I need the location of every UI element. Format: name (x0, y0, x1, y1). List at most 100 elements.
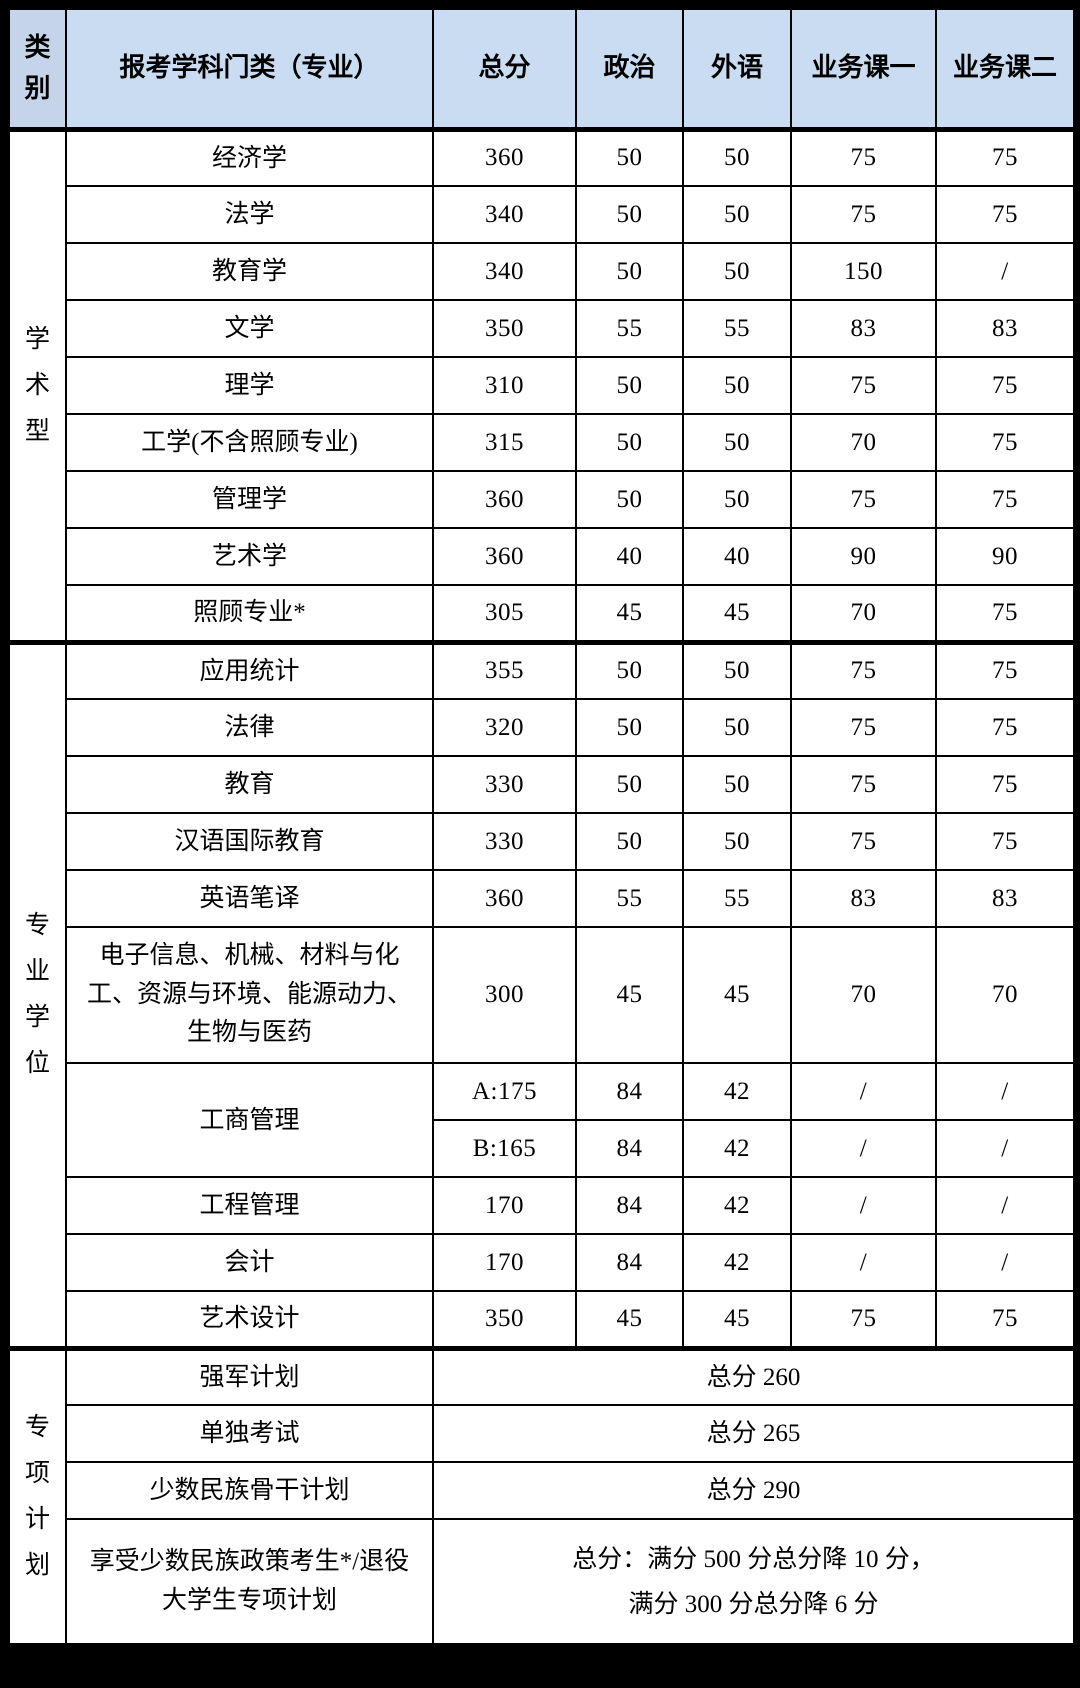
score-course2: 75 (935, 639, 1075, 700)
score-total: 300 (432, 926, 577, 1064)
header-subject: 报考学科门类（专业） (65, 8, 434, 130)
score-course2: 75 (935, 1290, 1075, 1349)
table-row: 工学(不含照顾专业) 315 50 50 70 75 (9, 413, 1075, 472)
merged-score: 总分 260 (432, 1345, 1075, 1406)
subject-name: 英语笔译 (65, 869, 434, 928)
score-foreign-language: 42 (682, 1176, 792, 1235)
table-row: 工商管理 A:175 84 42// (9, 1062, 1075, 1178)
score-total: 315 (432, 413, 577, 472)
score-course2: 75 (935, 185, 1075, 244)
score-politics: 40 (575, 527, 684, 586)
score-total: 320 (432, 698, 577, 757)
header-category: 类别 (8, 8, 67, 130)
score-foreign-language: 50 (682, 470, 792, 529)
score-table-frame: 类别报考学科门类（专业） 总分 政治 外语 业务课一 业务课二学术型经济学 360 50 50 7… (8, 8, 1075, 1645)
admission-score-table-body: 类别报考学科门类（专业） 总分 政治 外语 业务课一 业务课二学术型经济学 360 50 50 7… (8, 8, 1075, 1645)
score-course1: 75 (790, 1290, 937, 1349)
table-subrow: B:165 84 42// (9, 1119, 1075, 1178)
table-row: 理学 310 50 50 75 75 (9, 356, 1075, 415)
score-foreign-language: 55 (682, 299, 792, 358)
score-course2: 75 (935, 584, 1075, 643)
score-course1: / (790, 1119, 937, 1178)
header-course2: 业务课二 (935, 8, 1075, 130)
table-row: 教育 330 50 50 75 75 (9, 755, 1075, 814)
score-foreign-language: 45 (682, 1290, 792, 1349)
score-foreign-language: 50 (682, 413, 792, 472)
score-course1: / (790, 1233, 937, 1292)
header-politics: 政治 (575, 8, 684, 130)
subject-name: 强军计划 (65, 1345, 434, 1406)
header-course1: 业务课一 (790, 8, 937, 130)
score-course1: 90 (790, 527, 937, 586)
score-total: 355 (432, 639, 577, 700)
table-row: 专项计划强军计划 总分 260 (8, 1345, 1075, 1645)
score-politics: 55 (575, 869, 684, 928)
score-course2: 83 (935, 869, 1075, 928)
table-header-row: 类别报考学科门类（专业） 总分 政治 外语 业务课一 业务课二 (8, 8, 1075, 130)
score-course2: 75 (935, 126, 1075, 187)
score-politics: 84 (575, 1062, 684, 1121)
table-row: 文学 350 55 55 83 83 (9, 299, 1075, 358)
score-foreign-language: 45 (682, 926, 792, 1064)
score-total: 360 (432, 470, 577, 529)
score-politics: 84 (575, 1119, 684, 1178)
table-row: 单独考试 总分 265 (9, 1404, 1075, 1463)
subject-name: 文学 (65, 299, 434, 358)
score-course1: 83 (790, 869, 937, 928)
score-total: 330 (432, 755, 577, 814)
score-course2: / (935, 1119, 1075, 1178)
subject-name: 管理学 (65, 470, 434, 529)
table-row: 艺术设计 350 45 45 75 75 (9, 1290, 1075, 1349)
subject-name: 艺术设计 (65, 1290, 434, 1349)
subject-name: 工商管理 (65, 1062, 434, 1178)
score-course2: 75 (935, 356, 1075, 415)
score-total: 350 (432, 1290, 577, 1349)
score-course1: 70 (790, 926, 937, 1064)
score-total: 360 (432, 527, 577, 586)
subject-name: 照顾专业* (65, 584, 434, 643)
score-politics: 50 (575, 755, 684, 814)
table-row: 电子信息、机械、材料与化工、资源与环境、能源动力、生物与医药 300 45 45 70 7… (9, 926, 1075, 1064)
score-course2: 75 (935, 470, 1075, 529)
score-foreign-language: 42 (682, 1119, 792, 1178)
score-foreign-language: 50 (682, 185, 792, 244)
score-course2: 75 (935, 812, 1075, 871)
section-label: 专项计划 (8, 1345, 67, 1645)
score-total: 360 (432, 869, 577, 928)
subject-name: 电子信息、机械、材料与化工、资源与环境、能源动力、生物与医药 (65, 926, 434, 1064)
section-label: 专业学位 (8, 639, 67, 1349)
table-row: 艺术学 360 40 40 90 90 (9, 527, 1075, 586)
score-course1: 70 (790, 584, 937, 643)
table-row: 法律 320 50 50 75 75 (9, 698, 1075, 757)
subject-name: 应用统计 (65, 639, 434, 700)
score-course1: 75 (790, 470, 937, 529)
section-label: 学术型 (8, 126, 67, 643)
score-course2: / (935, 242, 1075, 301)
score-foreign-language: 50 (682, 639, 792, 700)
table-row: 法学 340 50 50 75 75 (9, 185, 1075, 244)
score-politics: 55 (575, 299, 684, 358)
subject-name: 教育 (65, 755, 434, 814)
header-total: 总分 (432, 8, 577, 130)
score-foreign-language: 45 (682, 584, 792, 643)
score-politics: 50 (575, 639, 684, 700)
score-course2: 75 (935, 755, 1075, 814)
table-row: 英语笔译 360 55 55 83 83 (9, 869, 1075, 928)
score-politics: 50 (575, 356, 684, 415)
score-total: 340 (432, 242, 577, 301)
score-total: 360 (432, 126, 577, 187)
score-course1: 83 (790, 299, 937, 358)
subject-name: 理学 (65, 356, 434, 415)
score-total: 350 (432, 299, 577, 358)
score-foreign-language: 40 (682, 527, 792, 586)
admission-score-table: 类别报考学科门类（专业） 总分 政治 外语 业务课一 业务课二学术型经济学 360 50 50 7… (8, 8, 1075, 1645)
subject-name: 教育学 (65, 242, 434, 301)
subject-name: 会计 (65, 1233, 434, 1292)
score-foreign-language: 42 (682, 1233, 792, 1292)
score-course1: 75 (790, 185, 937, 244)
merged-score: 总分：满分 500 分总分降 10 分， 满分 300 分总分降 6 分 (432, 1518, 1075, 1645)
score-course1: / (790, 1176, 937, 1235)
subject-name: 艺术学 (65, 527, 434, 586)
score-course1: 75 (790, 812, 937, 871)
